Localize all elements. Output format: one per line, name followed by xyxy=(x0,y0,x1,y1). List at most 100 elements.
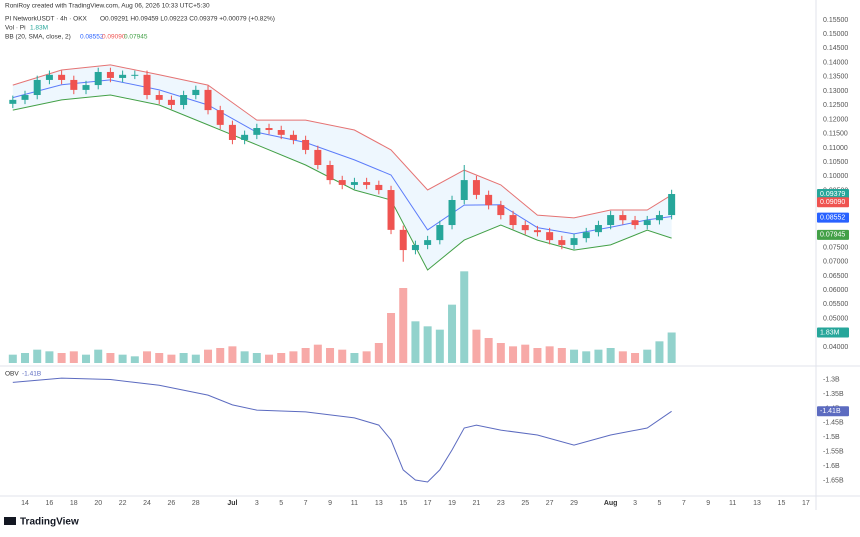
obv-legend: OBV xyxy=(5,371,19,378)
price-tag-label: 1.83M xyxy=(820,329,840,336)
x-tick-label: 7 xyxy=(682,500,686,507)
y-tick-label: 0.15000 xyxy=(823,31,848,38)
volume-bar xyxy=(179,353,188,363)
x-tick-label: Aug xyxy=(604,500,618,507)
candle-body xyxy=(253,128,261,135)
price-tag xyxy=(817,189,849,200)
x-tick-label: 25 xyxy=(521,500,529,507)
candle-body xyxy=(326,165,334,181)
volume-legend: Vol · Pi xyxy=(5,25,26,32)
x-tick-label: 9 xyxy=(706,500,710,507)
candle-body xyxy=(399,229,407,251)
volume-bar xyxy=(362,351,371,363)
obv-tick-label: -1.65B xyxy=(823,477,844,484)
brand-logo xyxy=(4,517,16,525)
x-tick-label: 22 xyxy=(119,500,127,507)
candle-body xyxy=(631,220,639,226)
candle-body xyxy=(448,199,456,226)
candle-body xyxy=(655,215,663,221)
x-tick-label: 3 xyxy=(255,500,259,507)
candle-body xyxy=(582,232,590,239)
y-tick-label: 0.14500 xyxy=(823,45,848,52)
volume-bar xyxy=(130,356,139,363)
price-tag-label: 0.09379 xyxy=(820,191,845,198)
candle-body xyxy=(155,95,163,100)
y-tick-label: 0.11500 xyxy=(823,131,848,138)
candle-body xyxy=(70,79,78,90)
y-tick-label: 0.07500 xyxy=(823,244,848,251)
x-tick-label: 13 xyxy=(753,500,761,507)
candle-body xyxy=(265,128,273,131)
x-tick-label: 20 xyxy=(94,500,102,507)
y-tick-label: 0.10000 xyxy=(823,173,848,180)
price-tag-label: 0.08552 xyxy=(820,214,845,221)
candle-body xyxy=(350,182,358,185)
candle-body xyxy=(533,230,541,233)
volume-bar xyxy=(289,351,298,363)
candle-body xyxy=(204,89,212,111)
x-tick-label: 19 xyxy=(448,500,456,507)
x-tick-label: 11 xyxy=(729,500,736,507)
candle-body xyxy=(619,215,627,221)
y-tick-label: 0.05500 xyxy=(823,301,848,308)
price-tag-label: -1.41B xyxy=(820,408,841,415)
volume-bar xyxy=(33,349,42,363)
y-tick-label: 0.04000 xyxy=(823,344,848,351)
volume-bar xyxy=(204,349,213,363)
volume-bar xyxy=(57,353,66,363)
x-tick-label: 18 xyxy=(70,500,78,507)
volume-bar xyxy=(143,351,152,363)
volume-bar xyxy=(545,346,554,363)
volume-bar xyxy=(496,343,505,363)
bb-upper xyxy=(12,64,672,219)
y-tick-label: 0.07000 xyxy=(823,259,848,266)
volume-bar xyxy=(374,343,383,363)
volume-bar xyxy=(191,354,200,363)
obv-tick-label: -1.35B xyxy=(823,391,844,398)
volume-bar xyxy=(411,321,420,363)
candle-body xyxy=(9,99,17,104)
obv-legend-value: -1.41B xyxy=(22,371,41,378)
y-tick-label: 0.06500 xyxy=(823,273,848,280)
volume-bar xyxy=(277,353,286,363)
volume-bar xyxy=(301,348,310,363)
obv-tick-label: -1.5B xyxy=(823,434,840,441)
candle-body xyxy=(497,205,505,216)
x-tick-label: 3 xyxy=(633,500,637,507)
volume-bar xyxy=(387,313,396,363)
y-tick-label: 0.06000 xyxy=(823,287,848,294)
candle-body xyxy=(472,180,480,195)
y-tick-label: 0.13500 xyxy=(823,74,848,81)
volume-bar xyxy=(484,338,493,363)
volume-bar xyxy=(521,344,530,363)
volume-bar xyxy=(509,346,518,363)
y-tick-label: 0.14000 xyxy=(823,59,848,66)
candle-body xyxy=(106,71,114,78)
x-tick-label: 26 xyxy=(168,500,176,507)
volume-bar xyxy=(106,353,115,363)
volume-bar xyxy=(399,288,408,363)
x-tick-label: 27 xyxy=(546,500,554,507)
x-tick-label: 16 xyxy=(46,500,54,507)
volume-legend-value: 1.83M xyxy=(30,25,48,32)
volume-bar xyxy=(82,354,91,363)
brand: TradingView xyxy=(20,517,79,528)
volume-bar xyxy=(45,351,54,363)
bb-legend-value: 0.07945 xyxy=(124,34,148,41)
candle-body xyxy=(289,134,297,140)
candle-body xyxy=(387,190,395,230)
x-tick-label: 5 xyxy=(279,500,283,507)
y-tick-label: 0.15500 xyxy=(823,17,848,24)
candle-body xyxy=(45,74,53,80)
x-tick-label: 15 xyxy=(778,500,786,507)
volume-bar xyxy=(435,329,444,363)
candle-body xyxy=(167,99,175,105)
x-tick-label: Jul xyxy=(227,500,237,507)
candle-body xyxy=(424,240,432,245)
x-tick-label: 21 xyxy=(473,500,481,507)
candle-body xyxy=(180,95,188,105)
candle-body xyxy=(558,240,566,245)
price-tag xyxy=(817,197,849,208)
x-tick-label: 15 xyxy=(399,500,407,507)
